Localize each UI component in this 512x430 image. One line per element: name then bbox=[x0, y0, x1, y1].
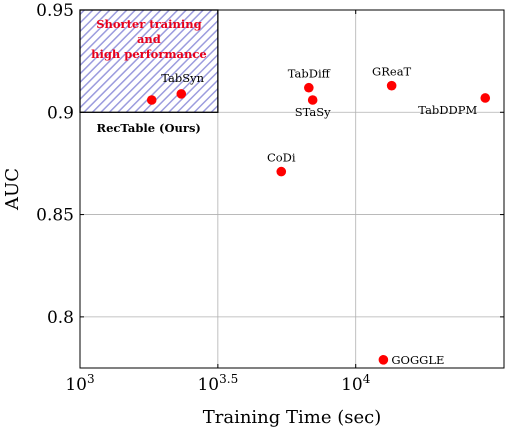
x-tick-exponent: 3 bbox=[87, 372, 95, 386]
highlight-label-line: Shorter training bbox=[96, 17, 201, 31]
point-label: GReaT bbox=[372, 65, 412, 79]
data-point bbox=[386, 80, 397, 91]
data-points bbox=[146, 80, 491, 365]
data-point bbox=[176, 89, 187, 99]
point-label: TabDDPM bbox=[418, 103, 477, 117]
point-label: CoDi bbox=[267, 151, 296, 165]
y-axis-label: AUC bbox=[2, 168, 23, 211]
point-label: GOGGLE bbox=[391, 353, 444, 367]
x-tick-exponent: 3.5 bbox=[219, 372, 238, 386]
highlight-box bbox=[79, 9, 219, 113]
x-axis-label: Training Time (sec) bbox=[203, 407, 382, 428]
data-point bbox=[276, 166, 287, 177]
x-tick-label: 103 bbox=[65, 372, 94, 395]
plot-frame bbox=[79, 9, 505, 369]
data-point bbox=[378, 355, 389, 365]
y-tick-label: 0.9 bbox=[47, 103, 74, 123]
data-point bbox=[480, 93, 491, 103]
point-label: TabSyn bbox=[161, 71, 204, 85]
point-labels: RecTable (Ours) TabSyn TabDiff STaSy CoDi GRe… bbox=[97, 65, 478, 367]
y-tick-label: 0.95 bbox=[36, 1, 74, 21]
data-point bbox=[304, 82, 314, 93]
x-tick-base: 10 bbox=[341, 375, 363, 395]
x-tick-label: 104 bbox=[341, 372, 371, 395]
x-tick-base: 10 bbox=[197, 375, 219, 395]
x-tick-label: 103.5 bbox=[197, 372, 238, 395]
point-label: RecTable (Ours) bbox=[97, 121, 201, 135]
highlight-label-line: and bbox=[137, 32, 161, 46]
data-point bbox=[146, 95, 157, 105]
point-label: TabDiff bbox=[288, 67, 331, 81]
y-tick-label: 0.85 bbox=[36, 206, 74, 226]
y-tick-label: 0.8 bbox=[47, 308, 74, 328]
point-label: STaSy bbox=[295, 105, 331, 119]
data-point bbox=[307, 95, 318, 105]
highlight-label-line: high performance bbox=[91, 47, 207, 61]
x-tick-exponent: 4 bbox=[363, 372, 371, 386]
x-tick-base: 10 bbox=[65, 375, 87, 395]
